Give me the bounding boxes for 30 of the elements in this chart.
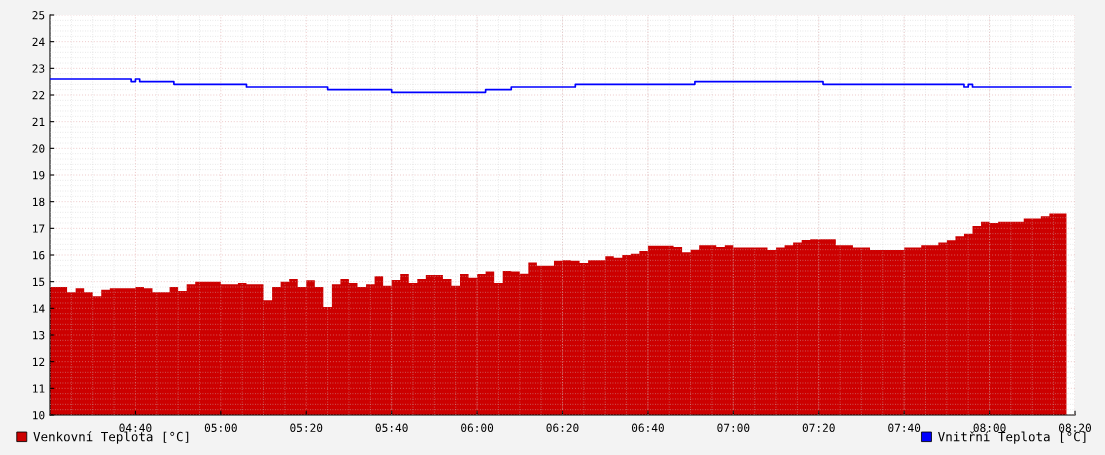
- legend-label: Vnitřní Teplota [°C]: [938, 431, 1086, 444]
- y-tick-label: 17: [33, 224, 45, 233]
- x-tick-label: 05:00: [204, 423, 237, 432]
- x-tick-label: 04:40: [119, 423, 152, 432]
- y-tick-label: 19: [33, 171, 45, 180]
- y-tick-label: 25: [32, 11, 45, 20]
- legend-label: Venkovní Teplota [°C]: [33, 431, 189, 444]
- y-tick-label: 20: [32, 144, 45, 153]
- y-tick-label: 24: [32, 37, 45, 46]
- y-tick-label: 15: [33, 277, 45, 287]
- x-tick-label: 07:00: [717, 423, 750, 432]
- y-tick-label: 22: [32, 91, 45, 100]
- x-tick-label: 06:40: [631, 423, 664, 432]
- y-tick-label: 23: [32, 64, 45, 73]
- x-tick-label: 07:40: [888, 423, 921, 432]
- y-tick-label: 16: [33, 251, 45, 260]
- x-tick-label: 07:20: [802, 423, 835, 432]
- y-tick-label: 14: [33, 304, 45, 313]
- y-tick-label: 10: [33, 411, 45, 420]
- y-tick-label: 11: [33, 384, 45, 393]
- x-tick-label: 08:00: [973, 423, 1006, 432]
- y-tick-label: 21: [32, 117, 45, 126]
- y-tick-label: 13: [33, 331, 45, 340]
- x-tick-label: 06:00: [461, 423, 494, 432]
- x-tick-label: 05:20: [290, 423, 323, 432]
- y-tick-label: 12: [33, 357, 45, 366]
- x-tick-label: 05:40: [375, 423, 408, 432]
- x-tick-label: 08:20: [1059, 423, 1091, 432]
- x-tick-label: 06:20: [546, 423, 579, 432]
- y-tick-label: 18: [33, 197, 45, 207]
